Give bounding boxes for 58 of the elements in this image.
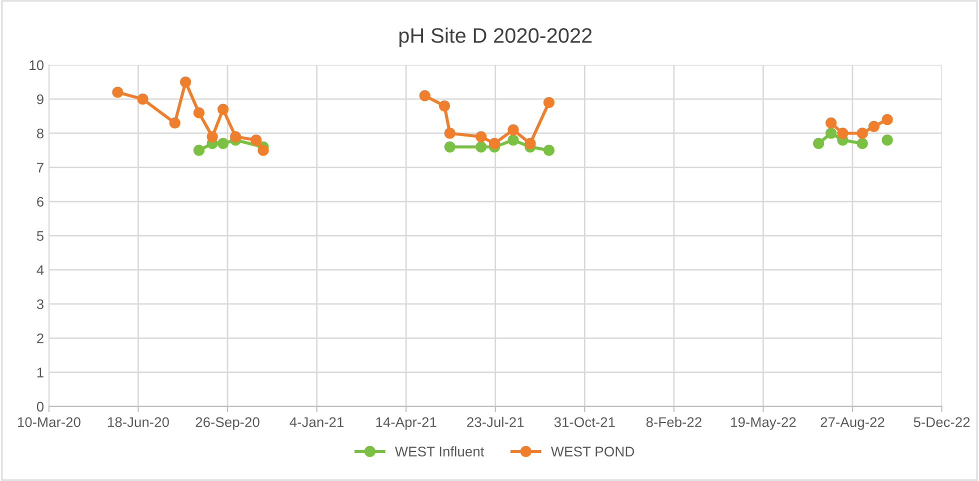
- y-tick-label: 3: [36, 299, 44, 310]
- y-tick-label: 5: [36, 231, 44, 241]
- y-tick-label: 2: [37, 333, 44, 344]
- point: [180, 76, 192, 88]
- y-tick-label: 9: [37, 94, 44, 104]
- y-tick-label: 4: [36, 265, 44, 275]
- point: [813, 138, 824, 150]
- point: [193, 144, 205, 156]
- point: [856, 128, 868, 139]
- point: [169, 117, 180, 129]
- point: [508, 124, 519, 136]
- point: [112, 86, 124, 98]
- point: [218, 138, 229, 150]
- y-tick-label: 0: [36, 402, 44, 412]
- x-tick-label: 4-Jan-21: [290, 417, 344, 428]
- point: [543, 144, 554, 156]
- point: [868, 120, 880, 132]
- y-tick-label: 7: [37, 162, 44, 172]
- point: [826, 128, 837, 139]
- point: [882, 134, 893, 146]
- point: [856, 138, 868, 150]
- point: [250, 134, 262, 146]
- x-tick-label: 8-Feb-22: [646, 416, 702, 428]
- point: [488, 138, 500, 150]
- point: [137, 94, 148, 105]
- legend-label: WEST POND: [550, 446, 634, 456]
- y-tick-label: 10: [30, 60, 44, 70]
- point: [419, 90, 430, 102]
- point: [837, 128, 848, 139]
- point: [206, 131, 218, 142]
- x-tick-label: 18-Jun-20: [108, 417, 169, 428]
- chart-title: pH Site D 2020-2022: [399, 28, 592, 48]
- point: [524, 138, 536, 150]
- x-tick-label: 5-Dec-22: [914, 417, 970, 428]
- y-tick-label: 6: [37, 196, 44, 207]
- point: [444, 128, 456, 139]
- x-tick-label: 19-May-22: [731, 417, 796, 430]
- point: [230, 131, 242, 142]
- point: [826, 117, 837, 129]
- point: [438, 100, 450, 112]
- point: [258, 144, 269, 156]
- point: [476, 141, 487, 152]
- point: [882, 114, 893, 126]
- point: [218, 104, 229, 115]
- x-tick-label: 27-Aug-22: [820, 417, 884, 430]
- x-tick-label: 31-Oct-21: [554, 417, 615, 428]
- point: [444, 141, 456, 152]
- x-tick-label: 26-Sep-20: [196, 417, 260, 430]
- x-tick-label: 23-Jul-21: [467, 416, 524, 428]
- point: [543, 96, 554, 108]
- x-tick-label: 14-Apr-21: [376, 417, 436, 430]
- legend-label: WEST Influent: [394, 446, 484, 456]
- x-tick-label: 10-Mar-20: [18, 417, 80, 428]
- y-tick-label: 8: [36, 128, 44, 138]
- point: [193, 107, 205, 118]
- point: [476, 131, 487, 142]
- y-tick-label: 1: [37, 368, 44, 378]
- point: [508, 134, 519, 146]
